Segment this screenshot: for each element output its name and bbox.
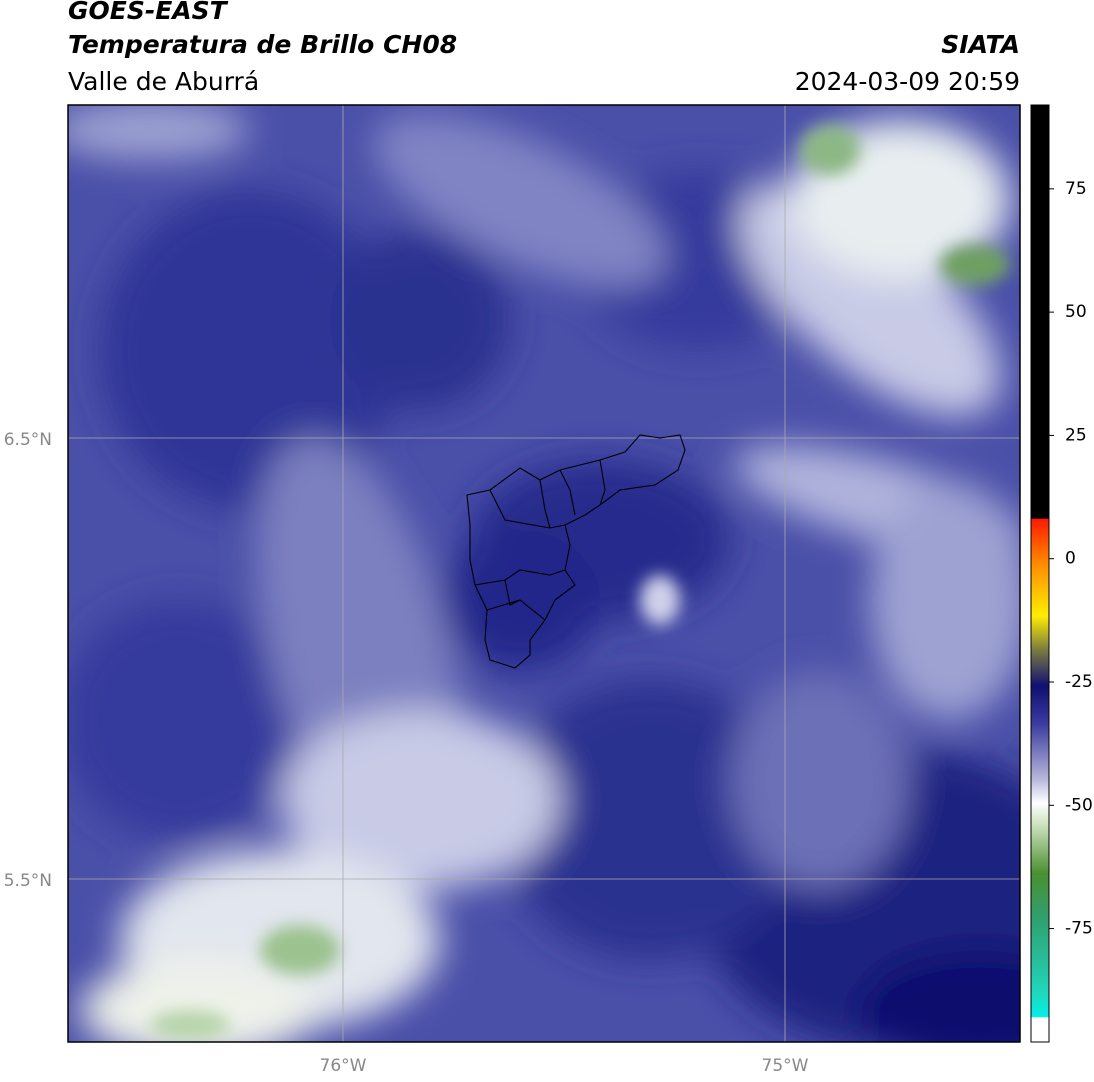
colorbar-tick-label: -25 <box>1065 672 1093 692</box>
colorbar-tick-label: 75 <box>1065 179 1087 199</box>
satellite-image <box>68 105 1020 1042</box>
map-frame <box>67 104 1021 1043</box>
subtitle: Temperatura de Brillo CH08 <box>68 30 457 59</box>
colorbar <box>1030 104 1050 1043</box>
title: GOES-EAST <box>68 0 229 25</box>
lat-label: 5.5°N <box>4 871 52 891</box>
lon-label: 75°W <box>762 1056 809 1076</box>
datetime: 2024-03-09 20:59 <box>795 67 1020 96</box>
region: Valle de Aburrá <box>68 67 259 96</box>
colorbar-tick-label: 0 <box>1065 549 1076 569</box>
colorbar-tick-label: 25 <box>1065 425 1087 445</box>
municipal-boundaries <box>466 434 686 669</box>
agency: SIATA <box>941 30 1020 59</box>
colorbar-tick-label: 50 <box>1065 302 1087 322</box>
lon-label: 76°W <box>320 1056 367 1076</box>
colorbar-tick-label: -75 <box>1065 919 1093 939</box>
lat-label: 6.5°N <box>4 430 52 450</box>
colorbar-tick-label: -50 <box>1065 795 1093 815</box>
